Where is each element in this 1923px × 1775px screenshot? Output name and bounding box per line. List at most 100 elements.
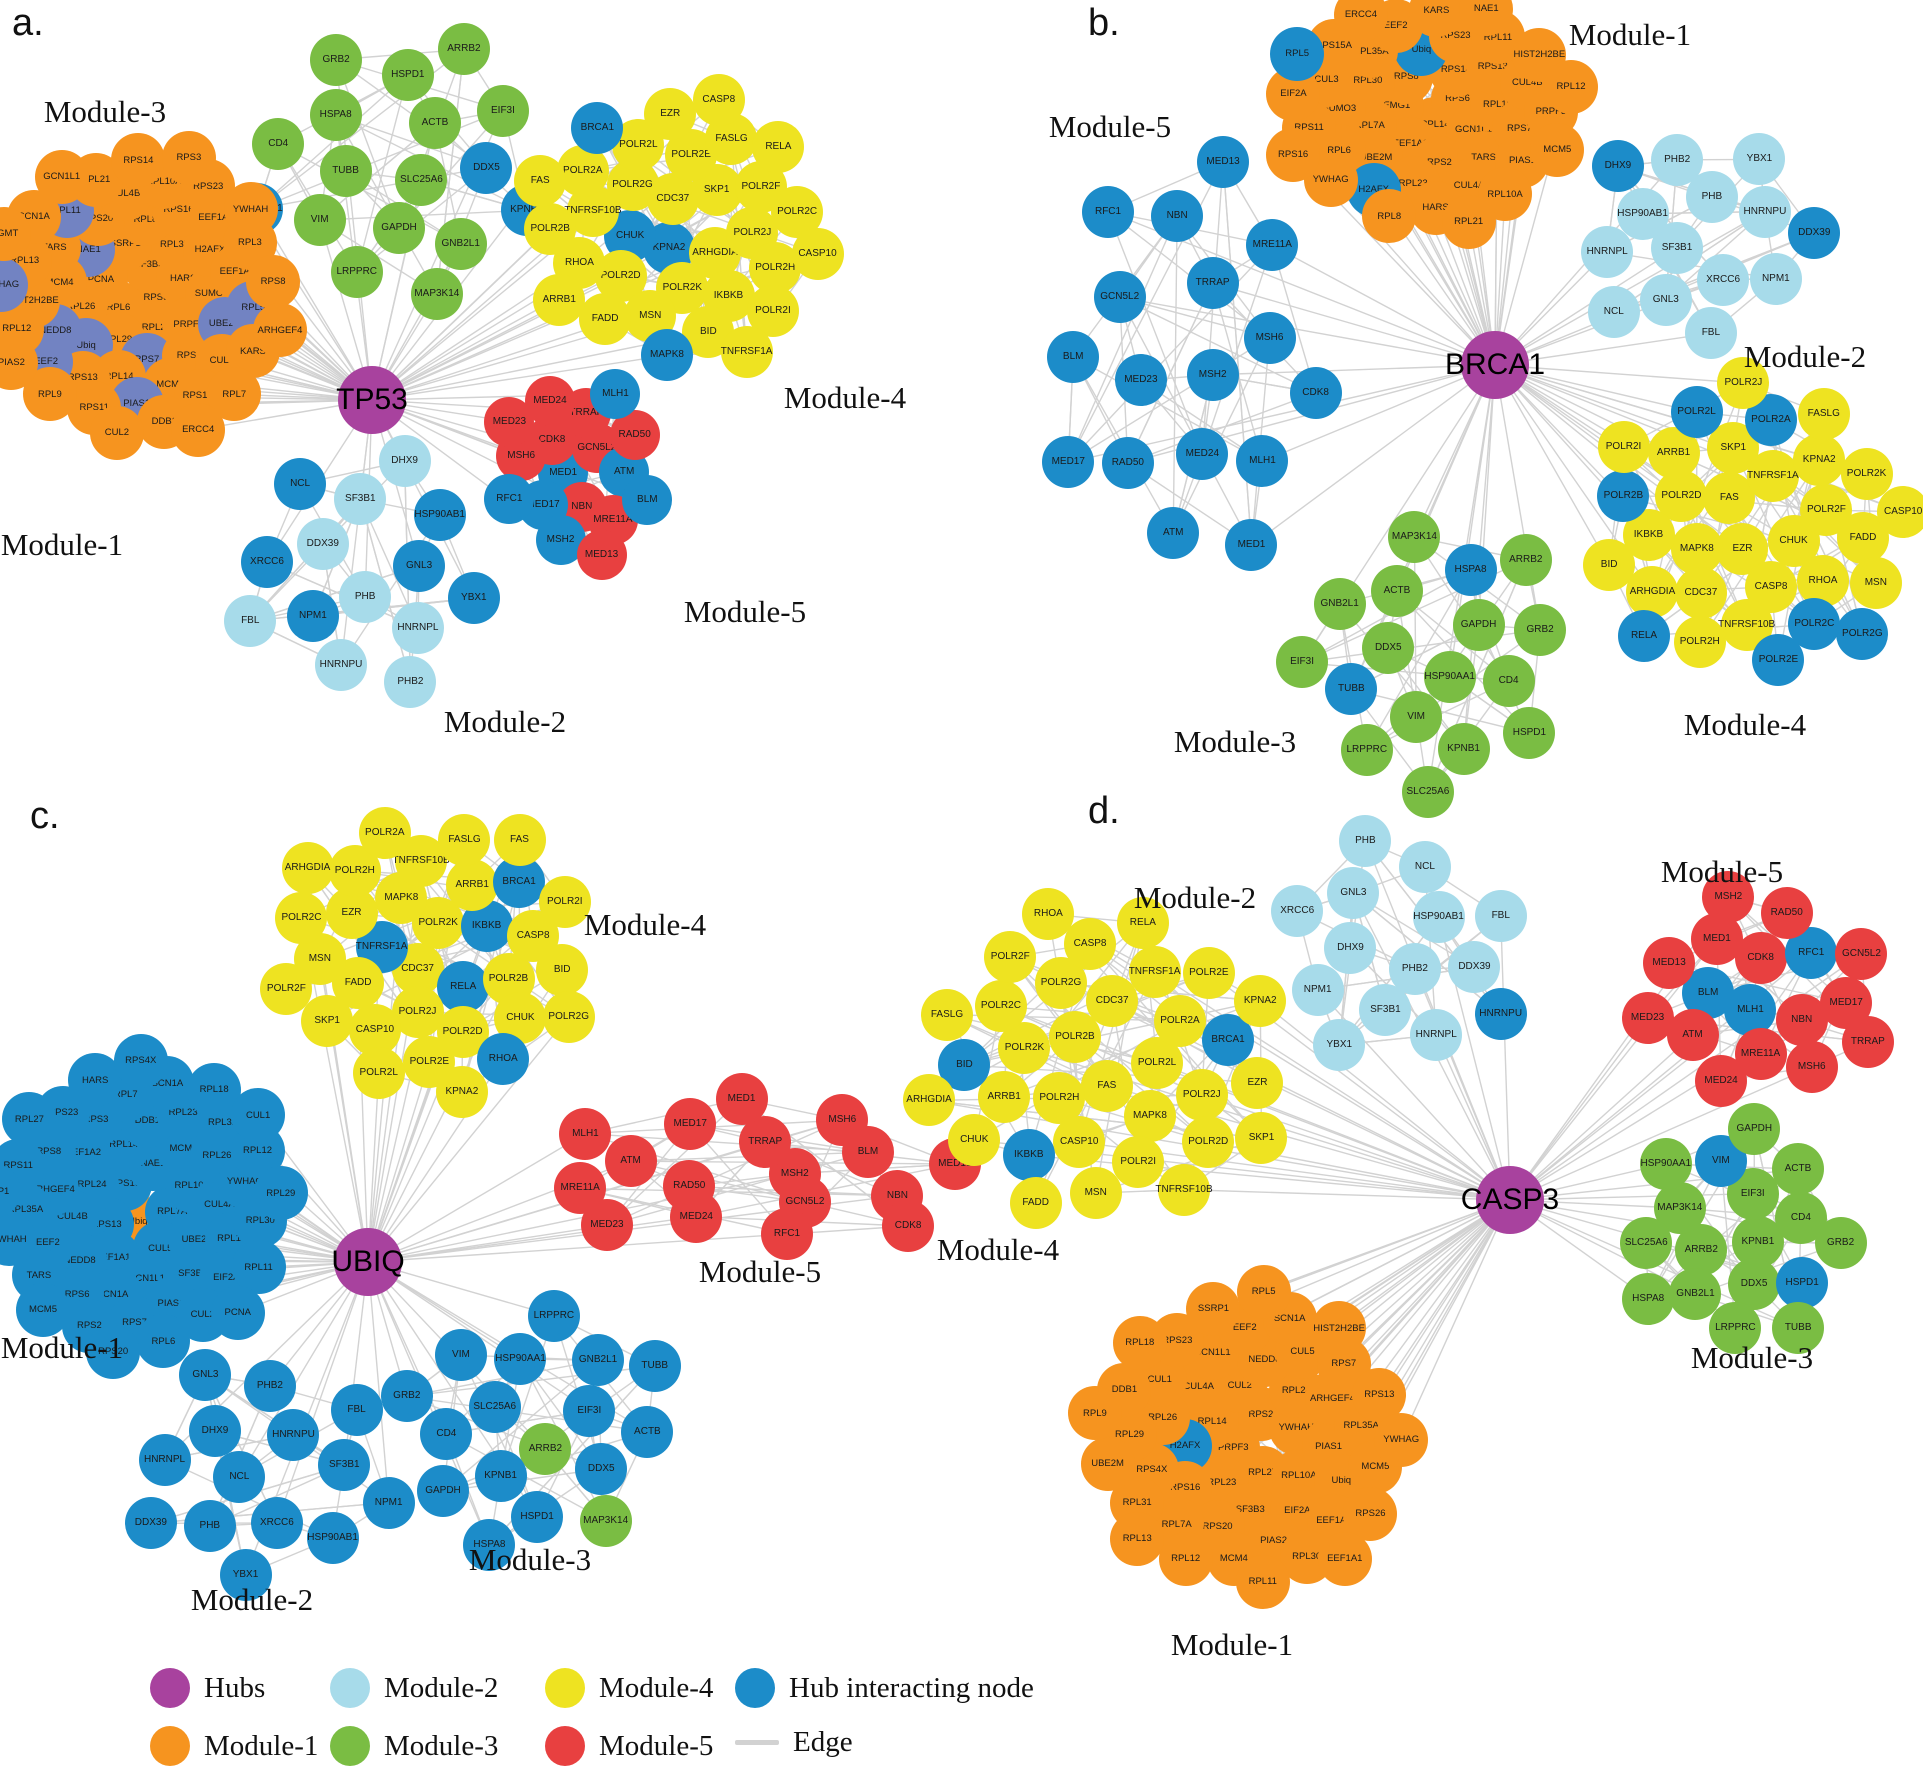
node-rela[interactable]: RELA — [437, 961, 490, 1014]
node-faslg[interactable]: FASLG — [921, 988, 973, 1041]
node-rpl6[interactable]: RPL6 — [136, 1314, 191, 1369]
node-polr2i[interactable]: POLR2I — [538, 876, 591, 929]
node-rhoa[interactable]: RHOA — [1022, 888, 1075, 941]
node-rfc1[interactable]: RFC1 — [484, 473, 535, 524]
node-rpl13[interactable]: RPL13 — [1110, 1512, 1165, 1567]
node-ercc4[interactable]: ERCC4 — [1333, 0, 1388, 42]
node-vim[interactable]: VIM — [293, 194, 346, 247]
node-kpnb1[interactable]: KPNB1 — [474, 1450, 527, 1503]
node-casp8[interactable]: CASP8 — [692, 73, 745, 126]
node-xrcc6[interactable]: XRCC6 — [241, 536, 293, 589]
node-med1[interactable]: MED1 — [715, 1072, 768, 1125]
node-msh2[interactable]: MSH2 — [1702, 870, 1755, 923]
node-polr2b[interactable]: POLR2B — [1049, 1010, 1101, 1063]
node-cdc37[interactable]: CDC37 — [646, 172, 699, 225]
node-fas[interactable]: FAS — [1080, 1059, 1133, 1112]
node-rpl9[interactable]: RPL9 — [1067, 1386, 1122, 1441]
node-med24[interactable]: MED24 — [1176, 427, 1229, 480]
node-hspd1[interactable]: HSPD1 — [1776, 1257, 1829, 1310]
node-hsp90aa1[interactable]: HSP90AA1 — [1639, 1137, 1692, 1190]
node-npm1[interactable]: NPM1 — [1749, 252, 1802, 305]
node-cdk8[interactable]: CDK8 — [1734, 932, 1787, 985]
node-fadd[interactable]: FADD — [1009, 1176, 1062, 1229]
node-atm[interactable]: ATM — [604, 1135, 657, 1188]
node-med24[interactable]: MED24 — [524, 376, 575, 427]
node-tubb[interactable]: TUBB — [628, 1340, 681, 1393]
node-polr2g[interactable]: POLR2G — [542, 990, 595, 1043]
node-npm1[interactable]: NPM1 — [362, 1476, 415, 1529]
node-xrcc6[interactable]: XRCC6 — [1271, 884, 1324, 937]
node-skp1[interactable]: SKP1 — [1235, 1112, 1288, 1165]
node-cd4[interactable]: CD4 — [252, 117, 305, 170]
node-ncl[interactable]: NCL — [274, 458, 327, 511]
node-polr2h[interactable]: POLR2H — [1033, 1071, 1086, 1124]
node-polr2c[interactable]: POLR2C — [974, 980, 1027, 1033]
node-gapdh[interactable]: GAPDH — [1728, 1102, 1781, 1155]
node-slc25a6[interactable]: SLC25A6 — [1401, 765, 1454, 818]
node-tubb[interactable]: TUBB — [319, 145, 372, 198]
node-arhgdia[interactable]: ARHGDIA — [281, 842, 334, 895]
node-cdc37[interactable]: CDC37 — [1674, 566, 1727, 619]
node-hsp90ab1[interactable]: HSP90AB1 — [413, 489, 466, 542]
node-hspd1[interactable]: HSPD1 — [381, 48, 434, 101]
node-hnrnpu[interactable]: HNRNPU — [315, 638, 367, 691]
node-casp10[interactable]: CASP10 — [1877, 485, 1923, 538]
node-msh6[interactable]: MSH6 — [816, 1094, 869, 1147]
node-dhx9[interactable]: DHX9 — [378, 435, 431, 488]
node-ezr[interactable]: EZR — [644, 88, 697, 141]
node-rfc1[interactable]: RFC1 — [760, 1207, 813, 1260]
node-hspa8[interactable]: HSPA8 — [1622, 1272, 1675, 1325]
node-ddx39[interactable]: DDX39 — [124, 1497, 177, 1550]
node-cdc37[interactable]: CDC37 — [1086, 975, 1139, 1028]
node-gnb2l1[interactable]: GNB2L1 — [1669, 1268, 1722, 1321]
node-rfc1[interactable]: RFC1 — [1785, 926, 1838, 979]
node-msh6[interactable]: MSH6 — [1243, 311, 1296, 364]
node-ube2m[interactable]: UBE2M — [1080, 1437, 1135, 1492]
node-grb2[interactable]: GRB2 — [380, 1370, 433, 1423]
node-ybx1[interactable]: YBX1 — [447, 572, 500, 625]
node-gcn5l2[interactable]: GCN5L2 — [1835, 928, 1888, 981]
node-hspa8[interactable]: HSPA8 — [1444, 544, 1497, 597]
node-hspd1[interactable]: HSPD1 — [1503, 707, 1556, 760]
node-hnrnpl[interactable]: HNRNPL — [1581, 225, 1634, 278]
node-phb2[interactable]: PHB2 — [1388, 942, 1441, 995]
node-brca1[interactable]: BRCA1 — [571, 101, 624, 154]
node-tnfrsf10b[interactable]: TNFRSF10B — [1155, 1163, 1213, 1216]
node-gnl3[interactable]: GNL3 — [179, 1348, 232, 1401]
node-fadd[interactable]: FADD — [579, 293, 632, 346]
node-grb2[interactable]: GRB2 — [310, 33, 363, 86]
hub-node-casp3[interactable] — [1476, 1166, 1544, 1234]
node-rad50[interactable]: RAD50 — [1101, 436, 1154, 489]
node-ybx1[interactable]: YBX1 — [1733, 133, 1786, 186]
node-kpna2[interactable]: KPNA2 — [1793, 434, 1846, 487]
node-dhx9[interactable]: DHX9 — [1324, 921, 1377, 974]
node-map3k14[interactable]: MAP3K14 — [1388, 510, 1441, 563]
node-med1[interactable]: MED1 — [1225, 519, 1278, 572]
node-cdk8[interactable]: CDK8 — [882, 1200, 935, 1253]
node-hnrnpu[interactable]: HNRNPU — [1738, 185, 1791, 238]
node-cd4[interactable]: CD4 — [420, 1407, 473, 1460]
node-actb[interactable]: ACTB — [408, 97, 461, 150]
node-rps14[interactable]: RPS14 — [111, 133, 166, 188]
node-xrcc6[interactable]: XRCC6 — [1697, 253, 1750, 306]
node-ybx1[interactable]: YBX1 — [219, 1548, 272, 1601]
node-hspa8[interactable]: HSPA8 — [309, 89, 362, 142]
node-phb[interactable]: PHB — [1339, 814, 1392, 867]
hub-node-tp53[interactable] — [338, 366, 406, 434]
node-ddx5[interactable]: DDX5 — [1362, 622, 1415, 675]
node-polr2j[interactable]: POLR2J — [1175, 1069, 1228, 1122]
node-msh6[interactable]: MSH6 — [1785, 1041, 1838, 1094]
node-lrpprc[interactable]: LRPPRC — [527, 1289, 580, 1342]
node-med13[interactable]: MED13 — [1643, 937, 1696, 990]
node-fas[interactable]: FAS — [514, 155, 567, 208]
node-polr2c[interactable]: POLR2C — [771, 185, 824, 238]
node-polr2c[interactable]: POLR2C — [275, 891, 328, 944]
node-slc25a6[interactable]: SLC25A6 — [1620, 1216, 1673, 1269]
node-ywhag[interactable]: YWHAG — [1303, 152, 1358, 207]
node-ncl[interactable]: NCL — [213, 1450, 266, 1503]
node-casp8[interactable]: CASP8 — [1064, 918, 1117, 971]
node-polr2b[interactable]: POLR2B — [524, 202, 577, 255]
node-trrap[interactable]: TRRAP — [739, 1116, 792, 1169]
node-gapdh[interactable]: GAPDH — [372, 201, 425, 254]
node-faslg[interactable]: FASLG — [1797, 388, 1850, 441]
